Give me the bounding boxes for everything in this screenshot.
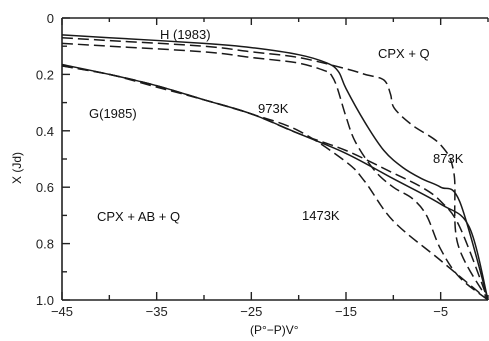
annotation-g-1985: G(1985)	[89, 106, 137, 121]
series-line-4	[61, 63, 489, 301]
x-axis-label: (P°−P)V°	[250, 323, 299, 337]
curves	[61, 34, 489, 301]
series-line-5	[61, 65, 489, 301]
y-axis-label: X (Jd)	[10, 152, 24, 184]
annotation-h-1983: H (1983)	[160, 27, 211, 42]
series-line-6	[61, 65, 489, 301]
series-line-2	[61, 36, 489, 301]
annotation-cpx-q: CPX + Q	[378, 46, 430, 61]
x-tick-label: −5	[433, 304, 448, 319]
y-tick-label: 1.0	[36, 293, 54, 308]
series-line-3	[61, 42, 489, 301]
series-line-1	[61, 34, 489, 301]
y-tick-label: 0.4	[36, 124, 54, 139]
x-tick-label: −15	[335, 304, 357, 319]
x-tick-label: −35	[146, 304, 168, 319]
y-tick-label: 0.8	[36, 237, 54, 252]
x-tick-label: −25	[240, 304, 262, 319]
x-tick-label: −45	[51, 304, 73, 319]
y-tick-label: 0	[47, 11, 54, 26]
y-tick-label: 0.2	[36, 67, 54, 82]
annotation-1473k: 1473K	[302, 208, 340, 223]
annotation-973k: 973K	[258, 101, 289, 116]
axes: 0 0.2 0.4 0.6 0.8 1.0−45 −35 −25 −15 −5	[36, 11, 489, 319]
annotation-873k: 873K	[433, 151, 464, 166]
y-tick-label: 0.6	[36, 180, 54, 195]
annotation-cpx-ab-q: CPX + AB + Q	[97, 209, 180, 224]
